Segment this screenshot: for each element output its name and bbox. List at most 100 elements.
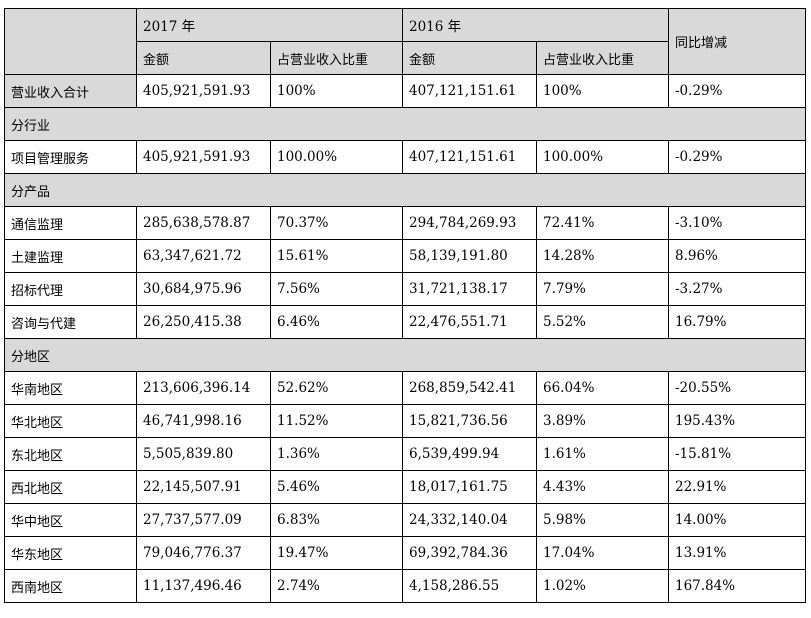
ratio-2017-cell: 100.00%	[270, 140, 403, 174]
amount-2016-cell: 58,139,191.80	[402, 239, 537, 273]
section-header-row: 分产品	[4, 173, 806, 207]
amount-2017-cell: 213,606,396.14	[136, 371, 271, 405]
yoy-cell: -3.27%	[668, 272, 806, 306]
table-row: 西南地区 11,137,496.46 2.74% 4,158,286.55 1.02% 1…	[4, 569, 806, 603]
ratio-2017-cell: 19.47%	[270, 536, 403, 570]
amount-2016-cell: 407,121,151.61	[402, 140, 537, 174]
yoy-cell: 14.00%	[668, 503, 806, 537]
yoy-cell: -3.10%	[668, 206, 806, 240]
total-ratio-2017: 100%	[270, 74, 403, 108]
amount-2017-cell: 63,347,621.72	[136, 239, 271, 273]
amount-2017-cell: 79,046,776.37	[136, 536, 271, 570]
section-title: 分行业	[4, 107, 806, 141]
table-body: 2017 年 2016 年 同比增减 金额 占营业收入比重 金额 占营业收入比重…	[4, 8, 806, 603]
ratio-2016-cell: 100.00%	[536, 140, 669, 174]
header-row-years: 2017 年 2016 年 同比增减	[4, 8, 806, 75]
table-row: 华东地区 79,046,776.37 19.47% 69,392,784.36 17.0…	[4, 536, 806, 570]
amount-2017-cell: 46,741,998.16	[136, 404, 271, 438]
header-yoy: 同比增减	[668, 8, 806, 75]
ratio-2017-cell: 6.83%	[270, 503, 403, 537]
row-label: 华东地区	[4, 536, 137, 570]
amount-2017-cell: 22,145,507.91	[136, 470, 271, 504]
amount-2016-cell: 15,821,736.56	[402, 404, 537, 438]
ratio-2016-cell: 72.41%	[536, 206, 669, 240]
amount-2016-cell: 18,017,161.75	[402, 470, 537, 504]
row-label: 咨询与代建	[4, 305, 137, 339]
table-row: 华南地区 213,606,396.14 52.62% 268,859,542.41 66…	[4, 371, 806, 405]
table-row: 咨询与代建 26,250,415.38 6.46% 22,476,551.71 5.52…	[4, 305, 806, 339]
ratio-2016-cell: 4.43%	[536, 470, 669, 504]
section-header-row: 分行业	[4, 107, 806, 141]
amount-2016-cell: 4,158,286.55	[402, 569, 537, 603]
amount-2017-cell: 11,137,496.46	[136, 569, 271, 603]
row-label: 项目管理服务	[4, 140, 137, 174]
yoy-cell: 16.79%	[668, 305, 806, 339]
table-row: 华中地区 27,737,577.09 6.83% 24,332,140.04 5.98%…	[4, 503, 806, 537]
ratio-2016-cell: 66.04%	[536, 371, 669, 405]
row-label: 华北地区	[4, 404, 137, 438]
amount-2016-cell: 31,721,138.17	[402, 272, 537, 306]
yoy-cell: 22.91%	[668, 470, 806, 504]
amount-2017-cell: 5,505,839.80	[136, 437, 271, 471]
amount-2016-cell: 69,392,784.36	[402, 536, 537, 570]
ratio-2016-cell: 5.98%	[536, 503, 669, 537]
ratio-2017-cell: 15.61%	[270, 239, 403, 273]
table-row: 华北地区 46,741,998.16 11.52% 15,821,736.56 3.89…	[4, 404, 806, 438]
header-amount-2017: 金额	[136, 41, 271, 75]
table-row: 东北地区 5,505,839.80 1.36% 6,539,499.94 1.61% -1…	[4, 437, 806, 471]
ratio-2017-cell: 5.46%	[270, 470, 403, 504]
yoy-cell: -15.81%	[668, 437, 806, 471]
amount-2016-cell: 268,859,542.41	[402, 371, 537, 405]
header-empty-cell	[4, 8, 137, 75]
section-title: 分产品	[4, 173, 806, 207]
header-ratio-2017: 占营业收入比重	[270, 41, 403, 75]
amount-2017-cell: 405,921,591.93	[136, 140, 271, 174]
total-row: 营业收入合计 405,921,591.93 100% 407,121,151.6…	[4, 74, 806, 108]
ratio-2017-cell: 11.52%	[270, 404, 403, 438]
row-label: 土建监理	[4, 239, 137, 273]
section-title: 分地区	[4, 338, 806, 372]
ratio-2017-cell: 2.74%	[270, 569, 403, 603]
row-label: 通信监理	[4, 206, 137, 240]
table-row: 招标代理 30,684,975.96 7.56% 31,721,138.17 7.79%…	[4, 272, 806, 306]
row-label: 华中地区	[4, 503, 137, 537]
header-year-2017: 2017 年	[136, 8, 403, 42]
row-label: 华南地区	[4, 371, 137, 405]
row-label: 东北地区	[4, 437, 137, 471]
ratio-2016-cell: 5.52%	[536, 305, 669, 339]
yoy-cell: 167.84%	[668, 569, 806, 603]
ratio-2016-cell: 17.04%	[536, 536, 669, 570]
total-label: 营业收入合计	[4, 74, 137, 108]
ratio-2017-cell: 70.37%	[270, 206, 403, 240]
section-header-row: 分地区	[4, 338, 806, 372]
table-row: 西北地区 22,145,507.91 5.46% 18,017,161.75 4.43%…	[4, 470, 806, 504]
header-amount-2016: 金额	[402, 41, 537, 75]
ratio-2016-cell: 14.28%	[536, 239, 669, 273]
amount-2016-cell: 6,539,499.94	[402, 437, 537, 471]
ratio-2016-cell: 1.61%	[536, 437, 669, 471]
row-label: 西北地区	[4, 470, 137, 504]
amount-2016-cell: 22,476,551.71	[402, 305, 537, 339]
total-ratio-2016: 100%	[536, 74, 669, 108]
table-row: 通信监理 285,638,578.87 70.37% 294,784,269.93 72…	[4, 206, 806, 240]
ratio-2017-cell: 7.56%	[270, 272, 403, 306]
amount-2016-cell: 294,784,269.93	[402, 206, 537, 240]
total-amount-2016: 407,121,151.61	[402, 74, 537, 108]
amount-2017-cell: 30,684,975.96	[136, 272, 271, 306]
ratio-2017-cell: 1.36%	[270, 437, 403, 471]
row-label: 招标代理	[4, 272, 137, 306]
yoy-cell: -0.29%	[668, 140, 806, 174]
amount-2017-cell: 285,638,578.87	[136, 206, 271, 240]
table-row: 土建监理 63,347,621.72 15.61% 58,139,191.80 14.2…	[4, 239, 806, 273]
ratio-2016-cell: 1.02%	[536, 569, 669, 603]
header-ratio-2016: 占营业收入比重	[536, 41, 669, 75]
yoy-cell: 195.43%	[668, 404, 806, 438]
yoy-cell: -20.55%	[668, 371, 806, 405]
amount-2017-cell: 27,737,577.09	[136, 503, 271, 537]
header-row-columns: 金额 占营业收入比重 金额 占营业收入比重	[5, 41, 806, 75]
row-label: 西南地区	[4, 569, 137, 603]
revenue-breakdown-table: 2017 年 2016 年 同比增减 金额 占营业收入比重 金额 占营业收入比重…	[4, 8, 806, 603]
amount-2016-cell: 24,332,140.04	[402, 503, 537, 537]
ratio-2017-cell: 6.46%	[270, 305, 403, 339]
amount-2017-cell: 26,250,415.38	[136, 305, 271, 339]
